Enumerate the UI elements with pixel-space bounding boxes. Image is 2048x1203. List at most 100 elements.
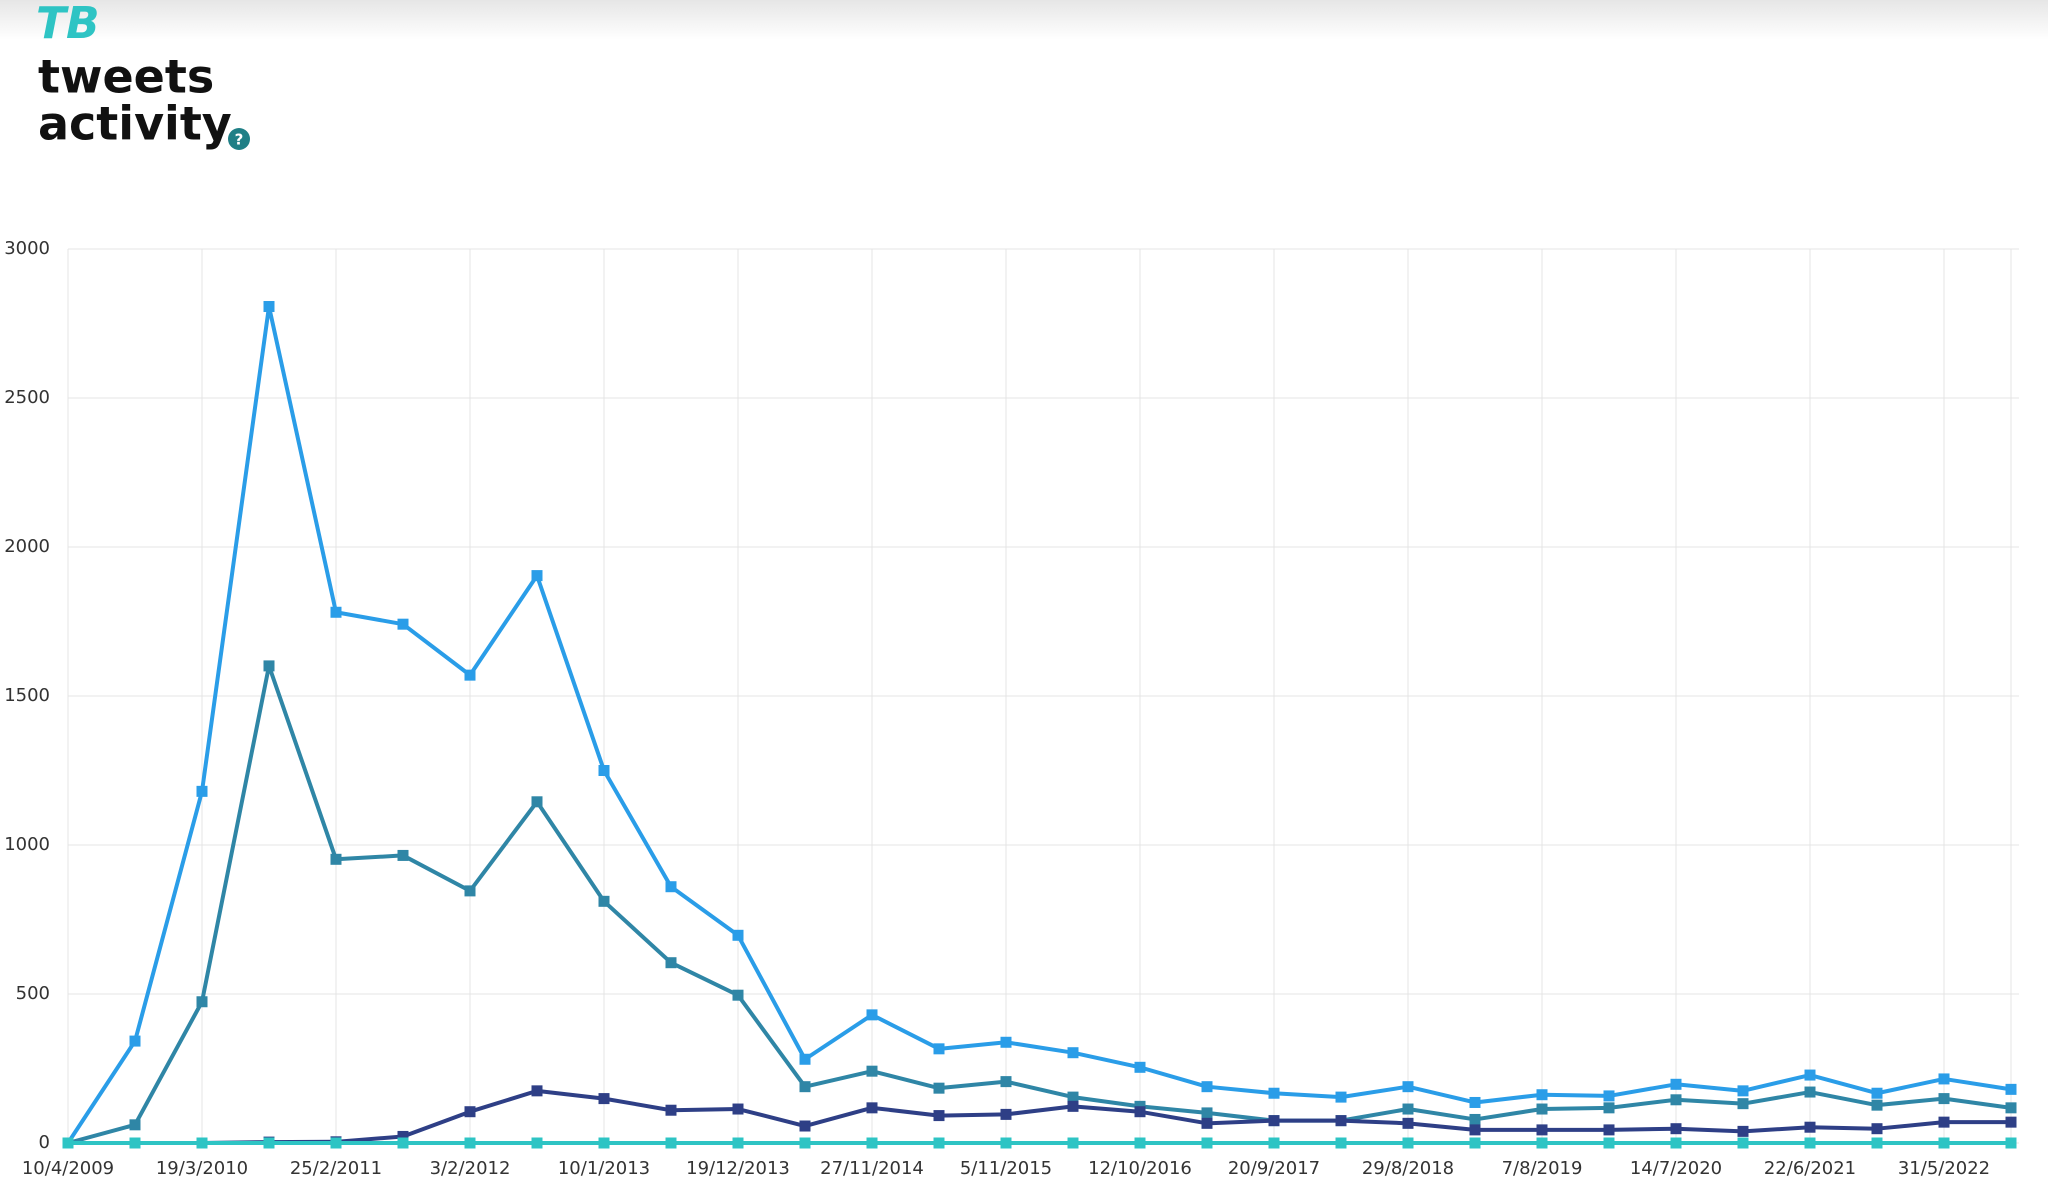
data-point bbox=[1201, 1107, 1213, 1119]
data-point bbox=[263, 1137, 275, 1149]
data-point bbox=[1938, 1073, 1950, 1085]
x-tick-label: 19/3/2010 bbox=[156, 1158, 248, 1179]
data-point bbox=[263, 301, 275, 313]
data-point bbox=[330, 606, 342, 618]
data-point bbox=[397, 1137, 409, 1149]
data-point bbox=[397, 849, 409, 861]
data-point bbox=[1402, 1081, 1414, 1093]
data-point bbox=[866, 1137, 878, 1149]
x-tick-label: 20/9/2017 bbox=[1228, 1158, 1320, 1179]
data-point bbox=[1670, 1137, 1682, 1149]
y-tick-label: 3000 bbox=[4, 238, 50, 259]
data-point bbox=[1469, 1096, 1481, 1108]
data-point bbox=[1067, 1100, 1079, 1112]
x-tick-label: 19/12/2013 bbox=[686, 1158, 790, 1179]
data-point bbox=[1335, 1115, 1347, 1127]
data-point bbox=[62, 1137, 74, 1149]
data-point bbox=[732, 1137, 744, 1149]
x-tick-label: 27/11/2014 bbox=[820, 1158, 924, 1179]
data-point bbox=[2005, 1102, 2017, 1114]
data-point bbox=[732, 989, 744, 1001]
data-point bbox=[531, 1137, 543, 1149]
data-point bbox=[2005, 1083, 2017, 1095]
data-point bbox=[665, 881, 677, 893]
y-tick-label: 2500 bbox=[4, 387, 50, 408]
y-tick-label: 2000 bbox=[4, 536, 50, 557]
data-point bbox=[397, 618, 409, 630]
data-point bbox=[933, 1137, 945, 1149]
data-point bbox=[1737, 1137, 1749, 1149]
data-point bbox=[464, 885, 476, 897]
data-point bbox=[1804, 1069, 1816, 1081]
data-point bbox=[1000, 1036, 1012, 1048]
data-point bbox=[665, 1137, 677, 1149]
data-point bbox=[330, 853, 342, 865]
data-point bbox=[1201, 1137, 1213, 1149]
data-point bbox=[1603, 1124, 1615, 1136]
y-tick-label: 0 bbox=[39, 1132, 50, 1153]
data-point bbox=[2005, 1116, 2017, 1128]
data-point bbox=[1938, 1137, 1950, 1149]
data-point bbox=[1335, 1137, 1347, 1149]
x-tick-label: 5/11/2015 bbox=[960, 1158, 1052, 1179]
data-point bbox=[1871, 1123, 1883, 1135]
data-point bbox=[598, 1137, 610, 1149]
data-point bbox=[129, 1035, 141, 1047]
logo: TB bbox=[36, 0, 100, 49]
x-tick-label: 14/7/2020 bbox=[1630, 1158, 1722, 1179]
x-tick-label: 12/10/2016 bbox=[1088, 1158, 1192, 1179]
plot: 10/4/2009 19/3/2010 25/2/2011 3/2/2012 10/1/… bbox=[4, 238, 2019, 1179]
data-point bbox=[1737, 1085, 1749, 1097]
data-point bbox=[1871, 1087, 1883, 1099]
data-point bbox=[598, 765, 610, 776]
data-point bbox=[1134, 1061, 1146, 1073]
data-point bbox=[1402, 1137, 1414, 1149]
help-icon-label[interactable]: ? bbox=[235, 131, 244, 149]
data-point bbox=[464, 1137, 476, 1149]
data-point bbox=[1670, 1094, 1682, 1106]
data-point bbox=[933, 1110, 945, 1122]
x-tick-label: 29/8/2018 bbox=[1362, 1158, 1454, 1179]
x-tick-label: 7/8/2019 bbox=[1502, 1158, 1583, 1179]
data-point bbox=[1000, 1076, 1012, 1088]
data-point bbox=[464, 669, 476, 681]
data-point bbox=[196, 785, 208, 797]
data-point bbox=[1938, 1093, 1950, 1105]
data-point bbox=[1268, 1137, 1280, 1149]
help-icon[interactable] bbox=[228, 128, 250, 150]
data-point bbox=[665, 957, 677, 969]
data-point bbox=[866, 1102, 878, 1114]
data-point bbox=[1871, 1137, 1883, 1149]
data-point bbox=[464, 1106, 476, 1118]
data-point bbox=[1670, 1078, 1682, 1090]
x-tick-label: 22/6/2021 bbox=[1764, 1158, 1856, 1179]
data-point bbox=[1804, 1086, 1816, 1098]
data-point bbox=[1268, 1087, 1280, 1099]
data-point bbox=[732, 1103, 744, 1115]
data-point bbox=[1469, 1124, 1481, 1136]
data-point bbox=[1469, 1137, 1481, 1149]
x-tick-label: 10/1/2013 bbox=[558, 1158, 650, 1179]
data-point bbox=[1000, 1108, 1012, 1120]
data-point bbox=[1201, 1081, 1213, 1093]
data-point bbox=[866, 1009, 878, 1021]
chart-title: tweets bbox=[38, 50, 214, 104]
data-point bbox=[1603, 1090, 1615, 1102]
data-point bbox=[1067, 1137, 1079, 1149]
data-point bbox=[397, 1130, 409, 1142]
data-point bbox=[1134, 1106, 1146, 1118]
data-point bbox=[129, 1137, 141, 1149]
data-point bbox=[1536, 1089, 1548, 1101]
data-point bbox=[1067, 1047, 1079, 1059]
y-tick-label: 1000 bbox=[4, 834, 50, 855]
data-point bbox=[196, 1137, 208, 1149]
series-line bbox=[67, 663, 2012, 1145]
data-point bbox=[1469, 1113, 1481, 1125]
series-line bbox=[68, 1088, 2011, 1145]
data-point bbox=[732, 929, 744, 941]
y-tick-label: 500 bbox=[16, 983, 50, 1004]
data-point bbox=[1938, 1116, 1950, 1128]
data-point bbox=[1335, 1091, 1347, 1103]
